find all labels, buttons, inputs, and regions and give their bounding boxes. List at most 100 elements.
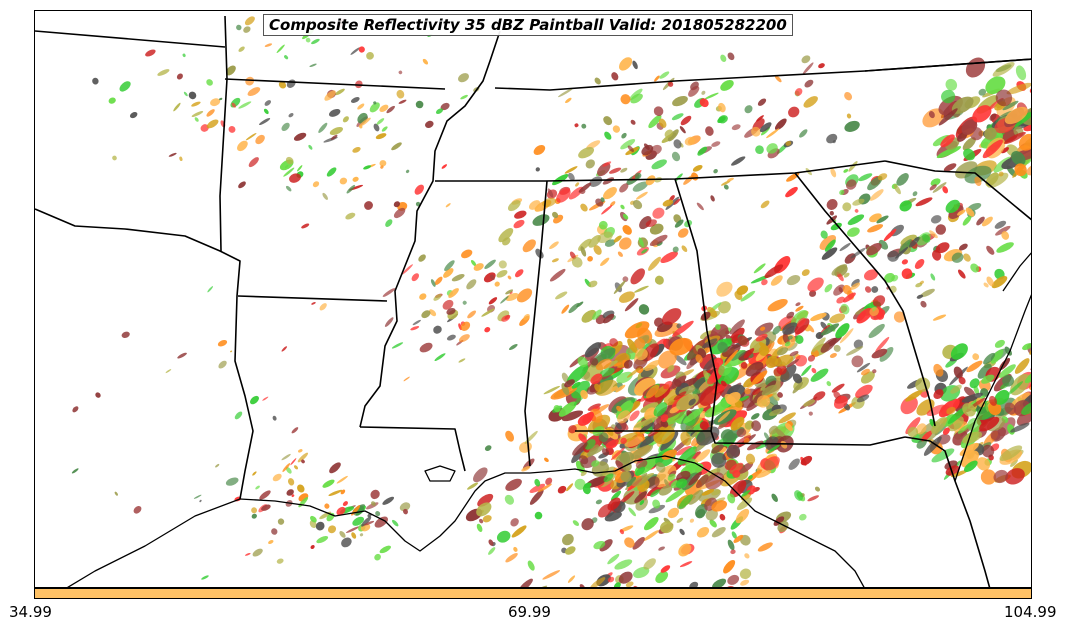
reflectivity-blob — [660, 419, 669, 428]
reflectivity-blob — [958, 243, 968, 251]
reflectivity-blob — [112, 155, 117, 161]
reflectivity-blob — [721, 180, 731, 186]
reflectivity-blob — [963, 253, 971, 262]
reflectivity-blob — [1004, 106, 1028, 125]
reflectivity-blob — [970, 263, 980, 273]
reflectivity-blob — [566, 483, 574, 492]
reflectivity-blob — [218, 360, 227, 369]
reflectivity-blob — [421, 310, 431, 319]
reflectivity-blob — [588, 235, 601, 248]
border-north-left — [35, 30, 226, 48]
map-title: Composite Reflectivity 35 dBZ Paintball … — [263, 14, 793, 36]
reflectivity-blob — [584, 439, 596, 450]
reflectivity-blob — [810, 312, 827, 322]
reflectivity-blob — [225, 65, 236, 76]
reflectivity-blob — [829, 313, 846, 324]
reflectivity-blob — [121, 331, 130, 338]
reflectivity-blob — [324, 90, 336, 101]
reflectivity-blob — [460, 94, 468, 100]
reflectivity-blob — [434, 353, 446, 361]
reflectivity-blob — [744, 553, 750, 559]
reflectivity-blob — [564, 379, 575, 388]
reflectivity-blob — [293, 465, 299, 470]
map-frame — [34, 10, 1032, 588]
reflectivity-blob — [382, 288, 396, 297]
reflectivity-blob — [399, 502, 411, 512]
reflectivity-blob — [601, 448, 610, 456]
reflectivity-blob — [571, 257, 583, 268]
reflectivity-blob — [998, 364, 1016, 378]
reflectivity-blob — [759, 122, 772, 133]
reflectivity-blob — [625, 581, 634, 587]
reflectivity-blob — [603, 187, 617, 200]
reflectivity-blob — [484, 259, 496, 270]
reflectivity-blob — [677, 228, 689, 238]
reflectivity-blob — [826, 199, 838, 210]
reflectivity-blob — [419, 293, 427, 300]
reflectivity-blob — [976, 457, 991, 471]
reflectivity-blob — [461, 249, 473, 259]
reflectivity-blob — [363, 165, 372, 170]
reflectivity-blob — [855, 384, 873, 399]
reflectivity-blob — [932, 249, 942, 261]
reflectivity-blob — [847, 214, 865, 226]
reflectivity-blob — [679, 528, 685, 536]
reflectivity-blob — [705, 126, 714, 136]
reflectivity-blob — [396, 89, 405, 99]
reflectivity-blob — [640, 367, 654, 378]
reflectivity-blob — [711, 141, 721, 147]
reflectivity-blob — [309, 63, 317, 67]
reflectivity-blob — [689, 581, 699, 587]
reflectivity-blob — [994, 339, 1005, 348]
reflectivity-blob — [786, 275, 801, 286]
reflectivity-blob — [259, 490, 271, 500]
reflectivity-blob — [640, 402, 659, 413]
reflectivity-blob — [872, 369, 877, 374]
reflectivity-blob — [735, 508, 750, 524]
reflectivity-blob — [311, 38, 320, 45]
reflectivity-blob — [774, 118, 787, 131]
reflectivity-blob — [933, 363, 944, 377]
reflectivity-blob — [535, 167, 540, 172]
reflectivity-blob — [359, 117, 371, 127]
reflectivity-blob — [286, 489, 294, 496]
reflectivity-blob — [743, 348, 755, 359]
reflectivity-blob — [1010, 111, 1031, 128]
reflectivity-blob — [654, 465, 677, 488]
reflectivity-blob — [711, 444, 724, 454]
reflectivity-blob — [729, 462, 744, 474]
reflectivity-blob — [821, 323, 840, 336]
reflectivity-blob — [282, 463, 291, 472]
reflectivity-blob — [676, 517, 684, 523]
reflectivity-blob — [678, 494, 693, 509]
reflectivity-blob — [384, 317, 394, 327]
reflectivity-blob — [833, 344, 841, 352]
reflectivity-blob — [634, 491, 647, 503]
reflectivity-blob — [291, 494, 295, 498]
reflectivity-blob — [281, 122, 290, 131]
reflectivity-blob — [915, 197, 933, 207]
reflectivity-blob — [635, 322, 643, 329]
reflectivity-blob — [339, 177, 348, 185]
reflectivity-blob — [936, 146, 962, 159]
reflectivity-blob — [308, 144, 313, 150]
reflectivity-blob — [287, 478, 295, 486]
reflectivity-blob — [336, 475, 348, 484]
reflectivity-blob — [587, 444, 599, 457]
reflectivity-blob — [801, 55, 811, 64]
reflectivity-blob — [477, 493, 494, 507]
reflectivity-blob — [1015, 65, 1027, 81]
reflectivity-blob — [569, 251, 576, 260]
reflectivity-blob — [643, 558, 656, 570]
reflectivity-blob — [217, 339, 228, 347]
reflectivity-blob — [740, 362, 748, 369]
reflectivity-blob — [932, 314, 947, 321]
reflectivity-blob — [366, 51, 374, 60]
reflectivity-blob — [766, 444, 780, 454]
reflectivity-blob — [774, 354, 794, 367]
reflectivity-blob — [446, 334, 456, 341]
reflectivity-blob — [255, 485, 260, 490]
reflectivity-blob — [415, 100, 424, 109]
reflectivity-blob — [334, 88, 345, 96]
reflectivity-blob — [915, 423, 927, 435]
